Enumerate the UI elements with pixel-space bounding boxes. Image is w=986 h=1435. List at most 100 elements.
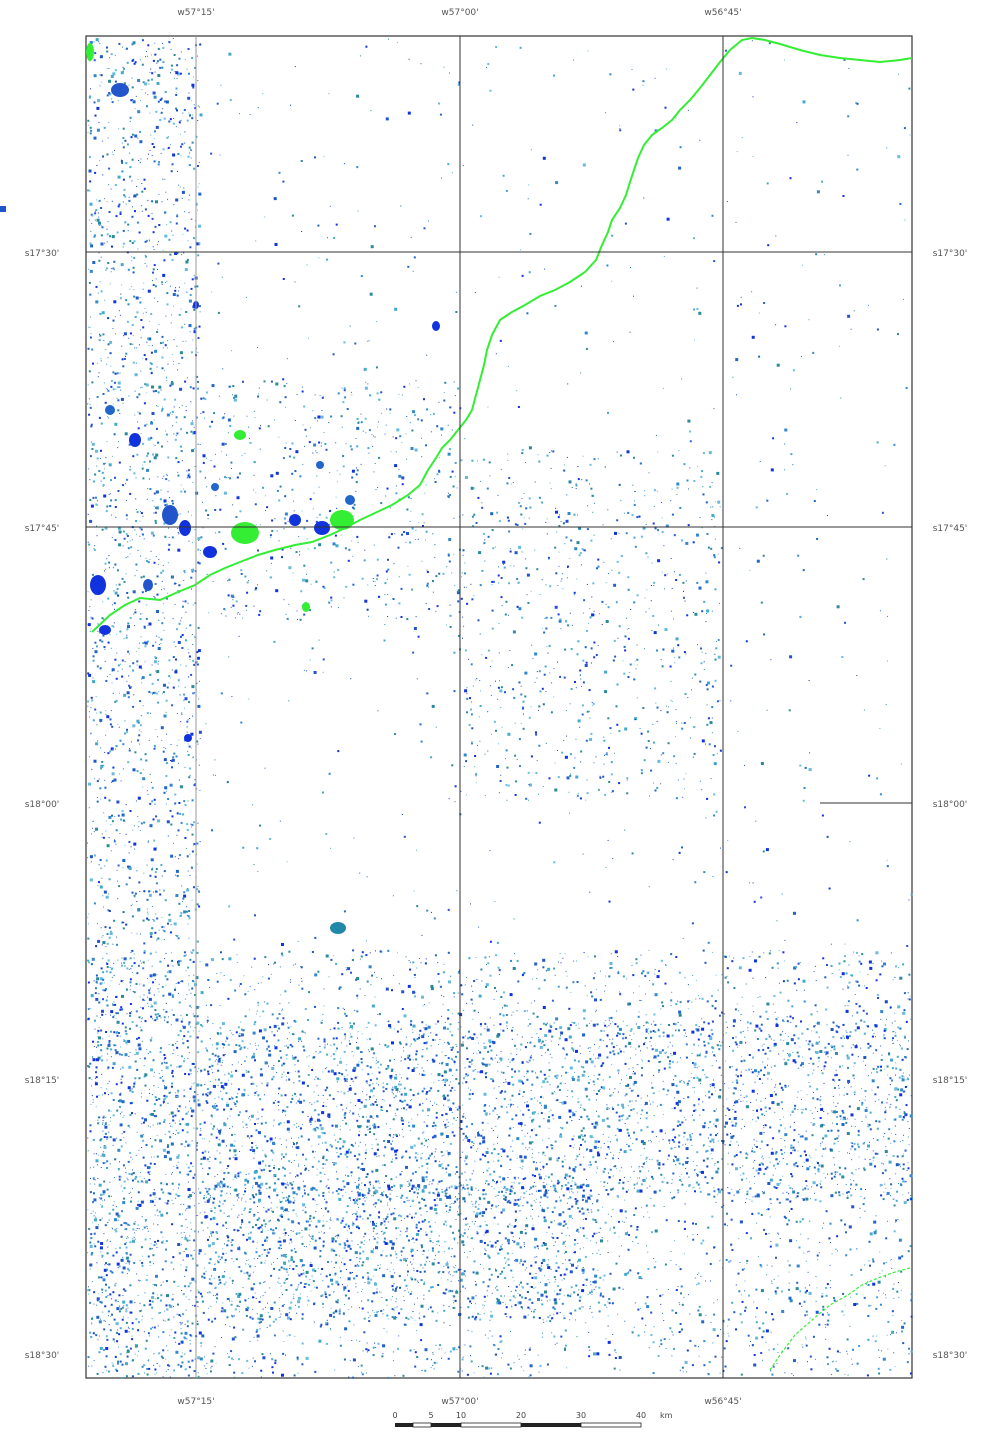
water-pixel	[89, 1290, 91, 1292]
water-pixel	[893, 1352, 895, 1354]
water-pixel	[197, 1375, 200, 1378]
water-pixel	[197, 649, 201, 653]
water-pixel	[122, 1266, 126, 1270]
water-pixel	[139, 830, 141, 831]
water-pixel	[119, 1353, 122, 1356]
water-pixel	[109, 1293, 112, 1296]
water-pixel	[225, 1324, 227, 1326]
water-pixel	[249, 1009, 251, 1011]
water-pixel	[115, 829, 118, 832]
water-pixel	[163, 1155, 167, 1159]
water-pixel	[235, 1031, 238, 1034]
water-pixel	[184, 211, 186, 213]
water-pixel	[97, 623, 99, 625]
water-pixel	[170, 64, 173, 67]
water-pixel	[96, 1262, 98, 1264]
water-pixel	[157, 678, 159, 681]
water-pixel	[178, 961, 181, 964]
water-pixel	[624, 1210, 627, 1213]
water-pixel	[131, 1021, 134, 1024]
water-pixel	[91, 768, 93, 770]
water-pixel	[124, 221, 127, 224]
water-pixel	[188, 1021, 191, 1024]
water-pixel	[141, 1017, 143, 1019]
water-pixel	[190, 1006, 192, 1008]
water-pixel	[199, 1123, 202, 1126]
water-pixel	[109, 505, 112, 507]
water-pixel	[892, 1031, 894, 1033]
water-pixel	[324, 1293, 327, 1296]
water-pixel	[864, 1197, 866, 1199]
water-pixel	[105, 1122, 107, 1123]
water-pixel	[88, 1077, 91, 1080]
water-pixel	[178, 685, 179, 687]
water-pixel	[296, 1122, 298, 1124]
water-pixel	[724, 1144, 726, 1146]
water-pixel	[121, 1271, 124, 1274]
water-pixel	[188, 1004, 191, 1007]
water-pixel	[845, 972, 848, 975]
water-pixel	[374, 996, 376, 998]
water-pixel	[104, 1289, 107, 1292]
water-pixel	[104, 562, 107, 565]
water-pixel	[824, 1324, 826, 1326]
water-pixel	[241, 1073, 245, 1077]
water-pixel	[179, 694, 181, 696]
water-pixel	[158, 983, 160, 985]
water-pixel	[816, 1254, 819, 1257]
water-pixel	[735, 1074, 737, 1076]
water-pixel	[543, 1073, 546, 1076]
water-pixel	[121, 170, 124, 173]
water-pixel	[510, 959, 512, 962]
water-pixel	[166, 473, 168, 475]
water-pixel	[105, 1296, 108, 1298]
water-pixel	[825, 1051, 829, 1055]
water-pixel	[90, 244, 94, 248]
water-pixel	[92, 648, 94, 649]
water-pixel	[430, 984, 434, 988]
water-pixel	[223, 1089, 225, 1090]
water-pixel	[116, 1340, 119, 1343]
water-pixel	[560, 1035, 561, 1037]
water-pixel	[180, 620, 182, 622]
water-pixel	[198, 905, 201, 908]
water-pixel	[150, 1145, 153, 1148]
water-pixel	[198, 1252, 201, 1255]
water-pixel	[175, 91, 177, 93]
water-pixel	[183, 1232, 185, 1233]
water-pixel	[356, 1191, 359, 1194]
water-pixel	[825, 1294, 828, 1297]
water-pixel	[733, 1194, 735, 1196]
water-pixel	[140, 1172, 141, 1173]
water-pixel	[197, 387, 199, 390]
water-pixel	[603, 1180, 606, 1183]
water-pixel	[658, 1345, 660, 1347]
water-pixel	[122, 911, 125, 914]
water-pixel	[123, 1221, 126, 1224]
water-pixel	[120, 1078, 122, 1080]
water-pixel	[160, 1284, 162, 1286]
water-pixel	[95, 1217, 97, 1219]
water-pixel	[140, 1246, 143, 1249]
water-pixel	[164, 1057, 167, 1060]
water-pixel	[811, 1030, 813, 1032]
water-pixel	[92, 1332, 95, 1335]
water-pixel	[186, 906, 188, 908]
water-pixel	[881, 960, 882, 962]
water-pixel	[127, 1124, 130, 1127]
water-pixel	[360, 1364, 363, 1367]
water-pixel	[160, 571, 163, 574]
water-pixel	[160, 1182, 163, 1185]
water-pixel	[149, 240, 150, 242]
water-pixel	[182, 112, 184, 114]
water-pixel	[123, 638, 125, 640]
water-pixel	[171, 314, 173, 316]
water-pixel	[629, 1269, 632, 1272]
water-pixel	[305, 1220, 308, 1223]
water-pixel	[163, 747, 165, 748]
water-pixel	[99, 85, 101, 87]
water-pixel	[701, 1320, 705, 1324]
water-pixel	[197, 209, 198, 211]
water-pixel	[255, 1013, 257, 1015]
water-pixel	[185, 1296, 187, 1298]
